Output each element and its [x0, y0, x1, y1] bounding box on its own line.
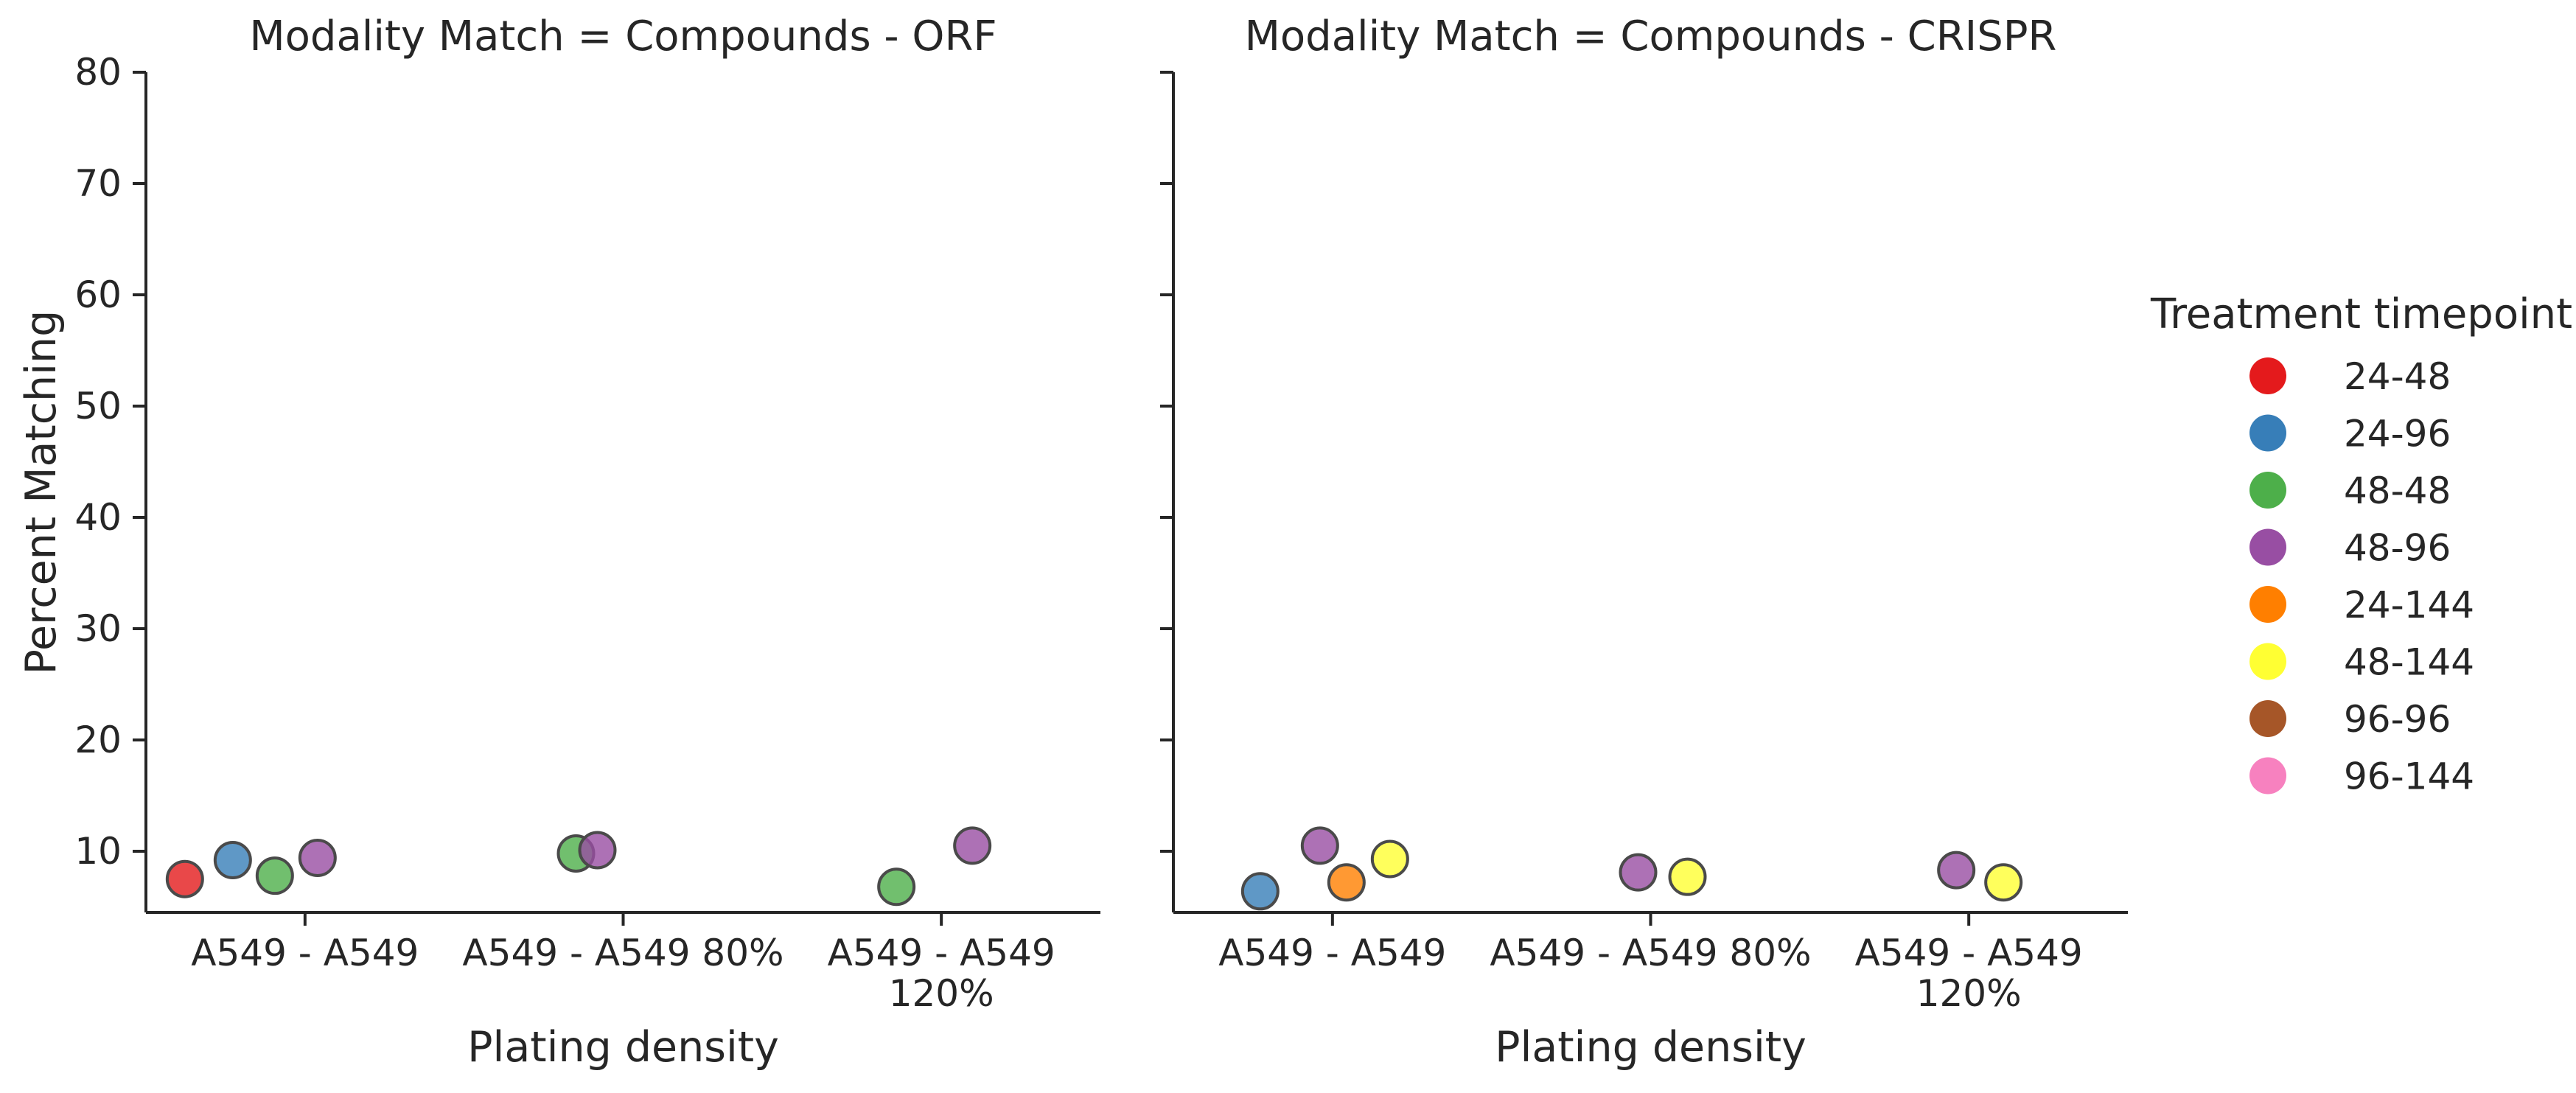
data-point-48-144 — [1984, 863, 2023, 902]
x-tick-label: A549 - A549 80% — [1490, 932, 1811, 974]
data-point-48-48 — [255, 856, 294, 895]
legend-marker-24-96 — [2249, 414, 2286, 452]
y-tick-label: 80 — [74, 51, 122, 94]
y-tick-label: 70 — [74, 162, 122, 205]
data-point-24-96 — [213, 841, 252, 880]
x-tick-label: 120% — [889, 972, 994, 1015]
x-tick-label: 120% — [1916, 972, 2022, 1015]
legend-label: 24-96 — [2344, 413, 2451, 455]
y-tick-label: 50 — [74, 385, 122, 427]
legend-label: 96-144 — [2344, 755, 2474, 798]
data-point-48-144 — [1370, 839, 1409, 879]
legend-label: 48-48 — [2344, 469, 2451, 512]
data-point-48-48 — [877, 867, 916, 907]
legend-marker-96-96 — [2249, 700, 2286, 737]
legend-label: 24-48 — [2344, 355, 2451, 398]
data-point-48-96 — [1619, 853, 1658, 892]
y-tick-label: 60 — [74, 273, 122, 316]
y-tick-label: 20 — [74, 719, 122, 761]
legend-label: 48-96 — [2344, 527, 2451, 570]
data-point-48-96 — [1937, 851, 1976, 890]
y-tick-label: 40 — [74, 496, 122, 539]
x-tick-label: A549 - A549 — [1218, 932, 1446, 974]
panel-title: Modality Match = Compounds - ORF — [249, 13, 996, 60]
legend-marker-24-48 — [2249, 357, 2286, 394]
legend-title: Treatment timepoint — [2150, 290, 2572, 338]
data-point-48-96 — [298, 839, 337, 878]
data-point-24-48 — [165, 859, 204, 898]
legend-marker-48-48 — [2249, 472, 2286, 509]
x-tick-label: A549 - A549 — [828, 932, 1055, 974]
data-point-24-144 — [1327, 863, 1366, 902]
data-point-48-96 — [578, 831, 617, 870]
x-tick-label: A549 - A549 — [1855, 932, 2083, 974]
y-tick-label: 10 — [74, 830, 122, 873]
x-axis-title: Plating density — [1495, 1023, 1807, 1072]
x-axis-title: Plating density — [467, 1023, 779, 1072]
y-axis-title: Percent Matching — [17, 310, 66, 675]
x-tick-label: A549 - A549 80% — [462, 932, 783, 974]
data-point-48-144 — [1668, 857, 1707, 896]
legend-marker-96-144 — [2249, 757, 2286, 795]
data-point-48-96 — [1300, 826, 1339, 865]
data-point-24-96 — [1240, 872, 1280, 911]
legend-marker-48-144 — [2249, 643, 2286, 680]
legend-marker-48-96 — [2249, 528, 2286, 566]
legend-marker-24-144 — [2249, 586, 2286, 623]
legend-label: 48-144 — [2344, 641, 2474, 684]
legend-label: 96-96 — [2344, 698, 2451, 741]
x-tick-label: A549 - A549 — [191, 932, 419, 974]
data-point-48-96 — [953, 826, 992, 865]
legend-label: 24-144 — [2344, 584, 2474, 626]
panel-title: Modality Match = Compounds - CRISPR — [1245, 13, 2057, 60]
y-tick-label: 30 — [74, 607, 122, 650]
